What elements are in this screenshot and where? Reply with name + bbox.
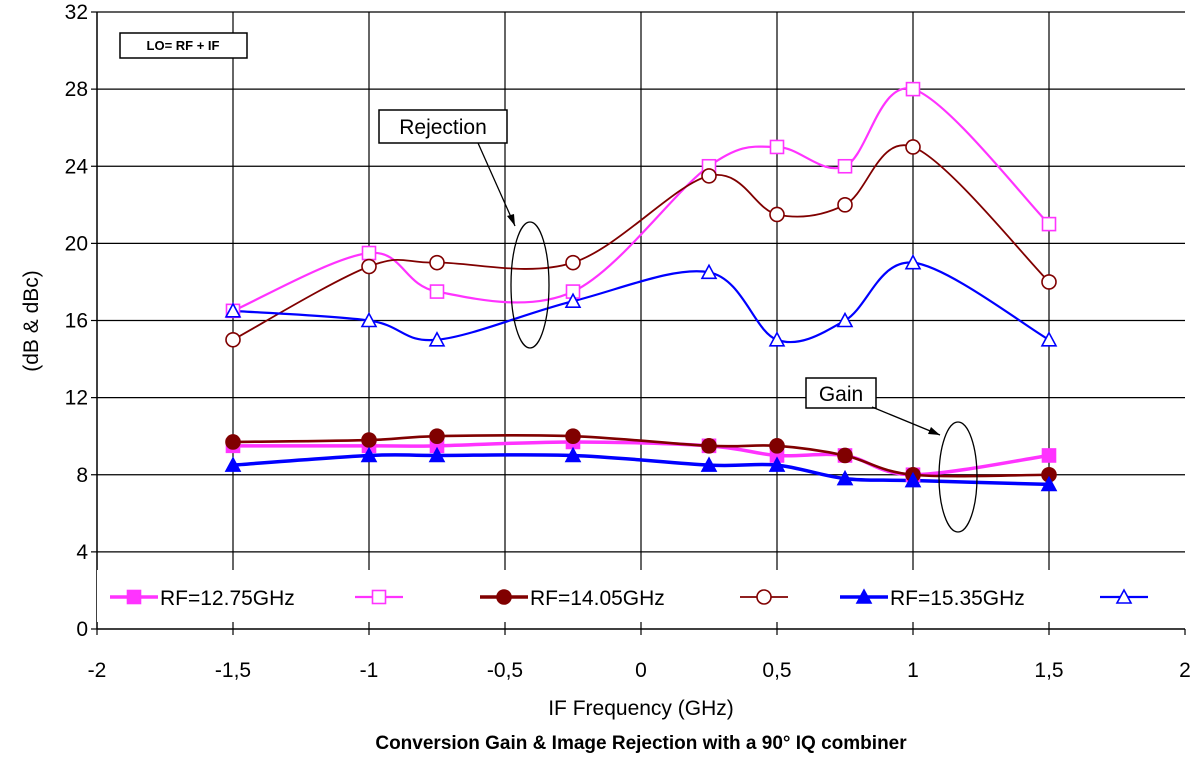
x-tick-label: 0	[635, 659, 647, 682]
data-point	[904, 471, 922, 488]
data-point	[769, 438, 785, 454]
y-tick-label: 24	[65, 155, 89, 178]
lo-note-box	[119, 32, 248, 59]
series-line-4	[231, 453, 1051, 487]
y-tick-label: 0	[76, 618, 88, 641]
series-line-2	[231, 434, 1051, 478]
gain-callout-text: Gain	[819, 383, 863, 406]
data-point	[700, 263, 718, 280]
series-lines	[231, 87, 1051, 487]
x-axis-label: IF Frequency (GHz)	[548, 697, 734, 720]
data-point	[904, 253, 922, 270]
gain-ellipse	[938, 421, 978, 533]
y-tick-label: 8	[76, 464, 88, 487]
data-point	[224, 456, 242, 472]
rejection-callout-box	[378, 109, 508, 144]
data-point	[428, 446, 446, 463]
data-point	[701, 438, 717, 454]
gain-arrowhead	[928, 427, 940, 435]
data-point	[429, 428, 445, 444]
data-point	[769, 206, 785, 223]
data-point	[225, 331, 241, 348]
data-point	[837, 447, 853, 464]
rejection-callout: Rejection	[378, 109, 550, 349]
legend-marker	[496, 589, 512, 605]
data-point	[700, 456, 718, 472]
y-tick-label: 12	[65, 387, 88, 410]
legend-label: RF=15.35GHz	[890, 587, 1025, 610]
rejection-callout-text: Rejection	[399, 116, 487, 139]
legend-marker	[1115, 588, 1133, 604]
data-point	[1041, 274, 1057, 290]
data-point	[564, 292, 582, 309]
gain-callout-box	[805, 377, 877, 409]
rejection-callout-arrow	[477, 142, 516, 227]
y-tick-label: 28	[65, 78, 88, 101]
x-tick-label: 1,5	[1034, 659, 1063, 682]
lo-note: LO= RF + IF	[119, 32, 248, 59]
x-tick-label: -0,5	[487, 659, 523, 682]
x-tick-labels: -2 -1,5 -1 -0,5 0 0,5 1 1,5 2	[88, 659, 1191, 682]
data-point	[428, 331, 446, 347]
gain-callout-arrow	[871, 406, 941, 436]
lo-note-text: LO= RF + IF	[147, 38, 220, 53]
gain-callout: Gain	[805, 377, 978, 533]
x-tick-label: -1,5	[215, 659, 251, 682]
legend-label: RF=14.05GHz	[530, 587, 665, 610]
legend-label: RF=12.75GHz	[160, 587, 295, 610]
chart-title: Conversion Gain & Image Rejection with a…	[375, 733, 907, 754]
data-point	[1040, 331, 1058, 347]
x-tick-label: -1	[360, 659, 379, 682]
data-point	[224, 302, 242, 318]
data-point	[564, 446, 582, 463]
data-point	[360, 446, 378, 463]
data-point	[1041, 216, 1057, 232]
x-tick-label: 2	[1179, 659, 1191, 682]
rejection-arrowhead	[507, 214, 515, 226]
rejection-ellipse	[510, 221, 550, 349]
data-point	[429, 254, 445, 271]
data-point	[837, 158, 853, 174]
legend-marker	[371, 589, 387, 605]
data-point	[769, 139, 785, 155]
data-point	[905, 139, 921, 155]
data-point	[360, 311, 378, 328]
data-point	[1040, 475, 1058, 492]
x-tick-label: 0,5	[762, 659, 791, 682]
data-point	[565, 428, 581, 444]
y-tick-label: 32	[65, 1, 88, 24]
data-point	[429, 284, 445, 299]
y-axis-label: (dB & dBc)	[20, 270, 43, 372]
data-point	[225, 434, 241, 450]
data-point	[361, 245, 377, 261]
data-point	[836, 311, 854, 328]
data-point	[361, 432, 377, 448]
grid-lines	[97, 11, 1185, 629]
data-point	[701, 168, 717, 184]
data-point	[1041, 448, 1057, 463]
y-tick-label: 16	[65, 310, 88, 333]
legend-marker	[855, 588, 873, 604]
x-tick-label: 1	[907, 659, 919, 682]
data-point	[565, 254, 581, 271]
y-tick-label: 20	[65, 232, 88, 255]
y-tick-label: 4	[76, 541, 88, 564]
legend-marker	[126, 589, 142, 605]
legend-marker	[756, 589, 772, 605]
legend: RF=12.75GHz RF=14.05GHz RF=15.35GHz	[97, 570, 1185, 622]
data-point	[905, 81, 921, 97]
x-tick-label: -2	[88, 659, 107, 682]
y-tick-labels: 0 4 8 12 16 20 24 28 32	[65, 1, 89, 641]
data-point	[768, 456, 786, 472]
series-markers	[224, 81, 1058, 492]
data-point	[361, 258, 377, 275]
data-point	[837, 197, 853, 213]
legend-box	[97, 570, 1185, 622]
data-point	[768, 331, 786, 347]
data-point	[836, 469, 854, 486]
axes	[91, 11, 1186, 635]
